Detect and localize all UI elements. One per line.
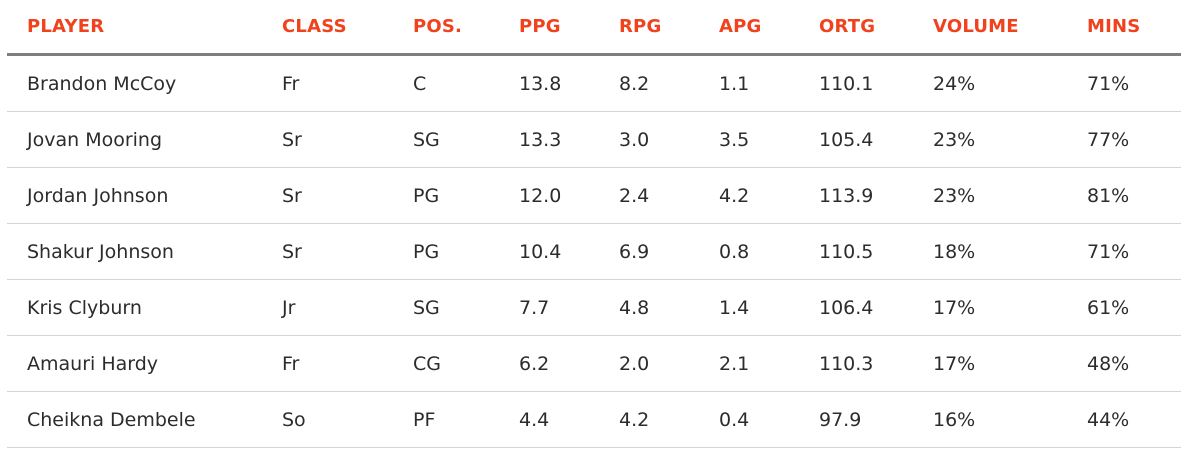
column-header-apg: APG bbox=[699, 0, 799, 56]
cell-position: SG bbox=[393, 279, 499, 336]
column-header-position: POS. bbox=[393, 0, 499, 56]
table-row: Jovan Mooring Sr SG 13.3 3.0 3.5 105.4 2… bbox=[7, 111, 1181, 168]
cell-player: Shakur Johnson bbox=[7, 223, 262, 280]
cell-player: Kris Clyburn bbox=[7, 279, 262, 336]
cell-mins: 77% bbox=[1067, 111, 1181, 168]
column-header-ppg: PPG bbox=[499, 0, 599, 56]
cell-ortg: 105.4 bbox=[799, 111, 913, 168]
cell-volume: 24% bbox=[913, 54, 1067, 112]
column-header-mins: MINS bbox=[1067, 0, 1181, 56]
cell-player: Amauri Hardy bbox=[7, 335, 262, 392]
cell-class: Sr bbox=[262, 167, 393, 224]
cell-ppg: 13.8 bbox=[499, 54, 599, 112]
cell-player: Jordan Johnson bbox=[7, 167, 262, 224]
cell-mins: 61% bbox=[1067, 279, 1181, 336]
cell-position: C bbox=[393, 54, 499, 112]
cell-player: Jovan Mooring bbox=[7, 111, 262, 168]
cell-ortg: 97.9 bbox=[799, 391, 913, 448]
cell-class: Fr bbox=[262, 54, 393, 112]
cell-position: SG bbox=[393, 111, 499, 168]
cell-player: Cheikna Dembele bbox=[7, 391, 262, 448]
column-header-volume: VOLUME bbox=[913, 0, 1067, 56]
cell-ppg: 12.0 bbox=[499, 167, 599, 224]
player-stats-table: PLAYER CLASS POS. PPG RPG APG ORTG VOLUM… bbox=[7, 0, 1181, 448]
cell-ortg: 110.3 bbox=[799, 335, 913, 392]
cell-ppg: 10.4 bbox=[499, 223, 599, 280]
cell-class: So bbox=[262, 391, 393, 448]
cell-rpg: 2.0 bbox=[599, 335, 699, 392]
cell-apg: 2.1 bbox=[699, 335, 799, 392]
cell-position: CG bbox=[393, 335, 499, 392]
table-row: Shakur Johnson Sr PG 10.4 6.9 0.8 110.5 … bbox=[7, 223, 1181, 280]
column-header-ortg: ORTG bbox=[799, 0, 913, 56]
cell-rpg: 4.8 bbox=[599, 279, 699, 336]
cell-volume: 18% bbox=[913, 223, 1067, 280]
cell-position: PG bbox=[393, 167, 499, 224]
cell-ortg: 110.1 bbox=[799, 54, 913, 112]
cell-mins: 71% bbox=[1067, 54, 1181, 112]
cell-ortg: 110.5 bbox=[799, 223, 913, 280]
cell-mins: 44% bbox=[1067, 391, 1181, 448]
table-row: Kris Clyburn Jr SG 7.7 4.8 1.4 106.4 17%… bbox=[7, 279, 1181, 336]
column-header-player: PLAYER bbox=[7, 0, 262, 56]
cell-rpg: 3.0 bbox=[599, 111, 699, 168]
cell-ortg: 106.4 bbox=[799, 279, 913, 336]
cell-ppg: 6.2 bbox=[499, 335, 599, 392]
cell-position: PG bbox=[393, 223, 499, 280]
table-row: Amauri Hardy Fr CG 6.2 2.0 2.1 110.3 17%… bbox=[7, 335, 1181, 392]
cell-player: Brandon McCoy bbox=[7, 54, 262, 112]
cell-class: Fr bbox=[262, 335, 393, 392]
cell-ppg: 13.3 bbox=[499, 111, 599, 168]
table-row: Brandon McCoy Fr C 13.8 8.2 1.1 110.1 24… bbox=[7, 54, 1181, 112]
column-header-rpg: RPG bbox=[599, 0, 699, 56]
cell-volume: 17% bbox=[913, 279, 1067, 336]
cell-class: Sr bbox=[262, 111, 393, 168]
table-row: Jordan Johnson Sr PG 12.0 2.4 4.2 113.9 … bbox=[7, 167, 1181, 224]
cell-class: Sr bbox=[262, 223, 393, 280]
cell-position: PF bbox=[393, 391, 499, 448]
column-header-class: CLASS bbox=[262, 0, 393, 56]
table-row: Cheikna Dembele So PF 4.4 4.2 0.4 97.9 1… bbox=[7, 391, 1181, 448]
cell-volume: 16% bbox=[913, 391, 1067, 448]
cell-volume: 23% bbox=[913, 167, 1067, 224]
cell-volume: 17% bbox=[913, 335, 1067, 392]
cell-ppg: 4.4 bbox=[499, 391, 599, 448]
cell-apg: 1.4 bbox=[699, 279, 799, 336]
cell-apg: 1.1 bbox=[699, 54, 799, 112]
cell-volume: 23% bbox=[913, 111, 1067, 168]
cell-ppg: 7.7 bbox=[499, 279, 599, 336]
cell-mins: 81% bbox=[1067, 167, 1181, 224]
cell-rpg: 2.4 bbox=[599, 167, 699, 224]
cell-rpg: 4.2 bbox=[599, 391, 699, 448]
cell-apg: 3.5 bbox=[699, 111, 799, 168]
cell-ortg: 113.9 bbox=[799, 167, 913, 224]
cell-apg: 0.8 bbox=[699, 223, 799, 280]
cell-apg: 4.2 bbox=[699, 167, 799, 224]
cell-mins: 48% bbox=[1067, 335, 1181, 392]
cell-rpg: 6.9 bbox=[599, 223, 699, 280]
cell-apg: 0.4 bbox=[699, 391, 799, 448]
cell-mins: 71% bbox=[1067, 223, 1181, 280]
cell-class: Jr bbox=[262, 279, 393, 336]
cell-rpg: 8.2 bbox=[599, 54, 699, 112]
header-row: PLAYER CLASS POS. PPG RPG APG ORTG VOLUM… bbox=[7, 0, 1181, 56]
